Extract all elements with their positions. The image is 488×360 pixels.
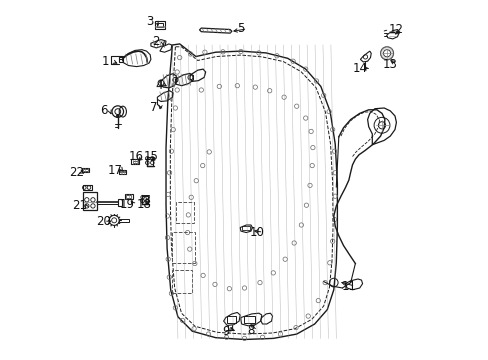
Bar: [131, 159, 139, 164]
Text: 21: 21: [72, 199, 87, 212]
Bar: [119, 219, 129, 222]
Bar: [244, 316, 254, 323]
Text: 20: 20: [96, 215, 111, 228]
Bar: [176, 202, 194, 223]
Bar: [171, 270, 191, 293]
Text: 17: 17: [108, 164, 123, 177]
Text: 3: 3: [146, 15, 153, 28]
Text: 8: 8: [247, 324, 254, 337]
Text: 19: 19: [120, 198, 135, 211]
Text: 22: 22: [69, 166, 84, 179]
Text: 9: 9: [223, 325, 230, 338]
Text: 10: 10: [249, 226, 264, 239]
Bar: [126, 195, 131, 198]
Bar: [83, 185, 92, 190]
Bar: [119, 170, 126, 174]
Bar: [83, 169, 87, 171]
Text: 15: 15: [143, 150, 158, 163]
Bar: [227, 316, 236, 323]
Bar: [120, 171, 125, 172]
Bar: [142, 196, 148, 204]
Bar: [171, 232, 195, 263]
Bar: [155, 21, 165, 29]
Bar: [125, 194, 133, 199]
Bar: [81, 168, 89, 172]
Text: 6: 6: [100, 104, 107, 117]
Text: 11: 11: [341, 280, 356, 293]
Text: 14: 14: [351, 62, 366, 75]
Text: 13: 13: [382, 58, 397, 71]
Bar: [118, 199, 122, 206]
Bar: [242, 226, 249, 230]
Bar: [133, 161, 138, 163]
Bar: [83, 192, 97, 210]
Text: 5: 5: [237, 22, 244, 35]
Bar: [119, 57, 122, 62]
Bar: [146, 157, 153, 166]
Circle shape: [116, 114, 119, 117]
Text: 12: 12: [387, 23, 403, 36]
Text: 1: 1: [102, 55, 109, 68]
Text: 18: 18: [137, 198, 152, 211]
Bar: [156, 23, 163, 27]
Text: 2: 2: [152, 35, 160, 48]
Text: 16: 16: [129, 150, 143, 163]
Text: 7: 7: [150, 101, 157, 114]
Text: 4: 4: [155, 79, 162, 92]
